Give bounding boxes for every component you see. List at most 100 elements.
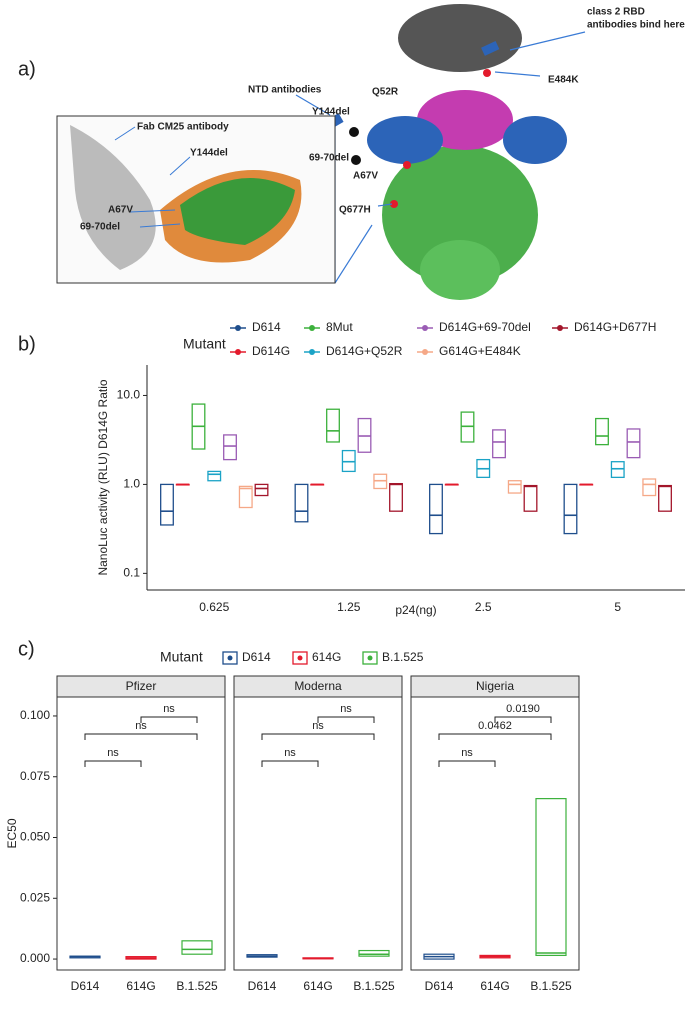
legend-key	[222, 651, 238, 665]
legend-key	[297, 655, 303, 661]
legend-key	[292, 651, 308, 665]
significance-label: ns	[163, 703, 175, 715]
x-tick-label: B.1.525	[530, 979, 572, 993]
inset-ntd-green	[180, 178, 295, 245]
annotation: 69-70del	[80, 222, 120, 233]
legend-label: D614	[252, 320, 281, 334]
box	[358, 949, 390, 957]
significance-label: ns	[461, 747, 473, 759]
annotation: NTD antibodies	[248, 85, 322, 96]
box	[254, 483, 269, 497]
significance-bracket	[84, 733, 198, 740]
legend-key	[557, 325, 563, 331]
x-tick-label: D614	[425, 979, 454, 993]
legend-label: D614G+Q52R	[326, 344, 403, 358]
legend-key	[227, 655, 233, 661]
annotation: Fab CM25 antibody	[137, 122, 229, 133]
spike-stalk	[420, 240, 500, 300]
facet-title: Moderna	[294, 679, 342, 693]
box	[535, 798, 567, 957]
box	[326, 408, 340, 443]
y-tick-label: 0.050	[20, 830, 50, 844]
panel-label: b)	[18, 333, 36, 355]
annotation: antibodies bind here	[587, 20, 685, 31]
significance-bracket	[261, 733, 375, 740]
significance-label: 0.0462	[478, 720, 512, 732]
x-tick-label: 0.625	[199, 600, 229, 614]
legend-label: G614G+E484K	[439, 344, 521, 358]
box	[642, 478, 657, 497]
box	[626, 428, 641, 459]
significance-bracket	[140, 716, 198, 723]
antibody-marker	[481, 40, 500, 56]
antibody-shape	[398, 4, 522, 72]
significance-label: ns	[312, 720, 324, 732]
legend-title: Mutant	[160, 649, 203, 665]
legend-label: D614G+D677H	[574, 320, 656, 334]
inset-callouts	[114, 126, 191, 228]
box	[595, 417, 609, 446]
y-tick-label: 1.0	[123, 477, 140, 491]
box	[223, 434, 237, 461]
x-tick-label: B.1.525	[353, 979, 395, 993]
box	[160, 483, 174, 526]
annotation: A67V	[108, 205, 133, 216]
y-axis-title: NanoLuc activity (RLU) D614G Ratio	[96, 379, 110, 575]
mutation-site	[390, 200, 398, 208]
box	[207, 470, 222, 482]
legend-label: D614	[242, 650, 271, 664]
box	[523, 484, 538, 512]
significance-bracket	[261, 760, 319, 767]
panel-border	[410, 696, 580, 971]
x-tick-label: D614	[248, 979, 277, 993]
panel-label: c)	[18, 638, 35, 660]
ntd-domain	[367, 116, 443, 164]
panel-border	[56, 696, 226, 971]
significance-label: ns	[340, 703, 352, 715]
annotation: class 2 RBD	[587, 7, 645, 18]
box	[507, 480, 522, 494]
significance-label: ns	[284, 747, 296, 759]
structure-panel: a) class 2 RBD antibodies bind here E484…	[18, 4, 685, 300]
box	[389, 482, 403, 512]
x-tick-label: 614G	[126, 979, 155, 993]
x-tick-label: 5	[614, 600, 621, 614]
y-tick-label: 0.100	[20, 708, 50, 722]
mutation-site	[483, 69, 491, 77]
box	[294, 483, 309, 523]
annotation: Y144del	[190, 148, 228, 159]
x-tick-label: D614	[71, 979, 100, 993]
spike-trimer	[382, 145, 538, 285]
y-tick-label: 0.1	[123, 566, 140, 580]
annotation: Y144del	[312, 107, 350, 118]
box	[238, 485, 253, 509]
significance-bracket	[317, 716, 375, 723]
significance-label: 0.0190	[506, 703, 540, 715]
legend-key	[235, 349, 241, 355]
significance-label: ns	[107, 747, 119, 759]
panel-border	[233, 696, 403, 971]
x-tick-label: 614G	[480, 979, 509, 993]
legend-label: D614G+69-70del	[439, 320, 531, 334]
mutation-site	[403, 161, 411, 169]
legend-key	[422, 325, 428, 331]
x-tick-label: 2.5	[475, 600, 492, 614]
box	[563, 483, 578, 535]
facet-title: Pfizer	[126, 679, 157, 693]
annotation: E484K	[548, 75, 579, 86]
legend-label: B.1.525	[382, 650, 424, 664]
significance-bracket	[494, 716, 552, 723]
legend-label: 614G	[312, 650, 341, 664]
annotation: A67V	[353, 171, 378, 182]
box	[492, 429, 506, 459]
mutation-site	[351, 155, 361, 165]
x-axis-title: p24(ng)	[395, 603, 436, 617]
annotation: Q52R	[372, 87, 399, 98]
legend-key	[309, 325, 315, 331]
legend-key	[309, 349, 315, 355]
significance-bracket	[84, 760, 142, 767]
facet-title: Nigeria	[476, 679, 514, 693]
significance-label: ns	[135, 720, 147, 732]
y-tick-label: 0.025	[20, 890, 50, 904]
